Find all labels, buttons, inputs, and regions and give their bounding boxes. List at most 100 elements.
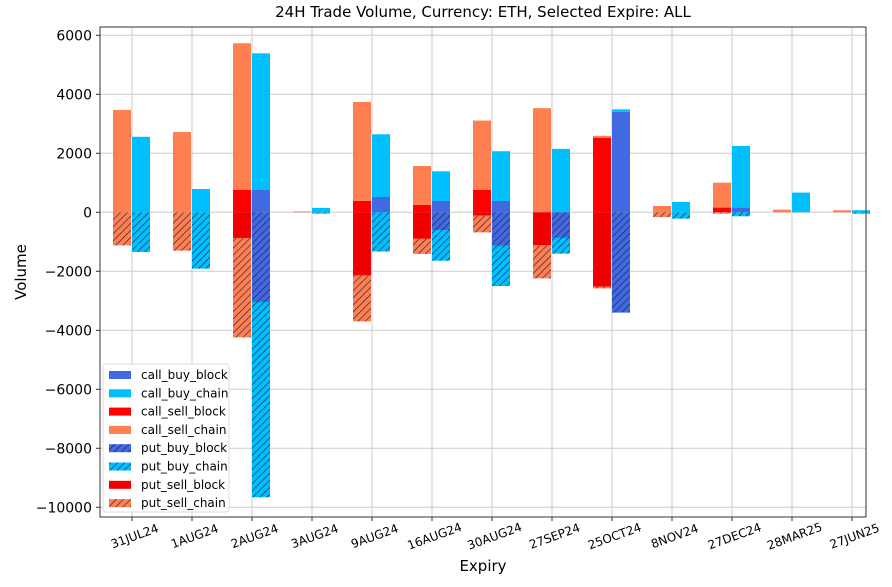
bar-call-buy-chain-27sep24 [552, 148, 570, 213]
bar-call-buy-chain-2aug24 [252, 53, 270, 190]
bar-put-sell-block-27sep24 [533, 212, 551, 246]
x-tick-label: 2AUG24 [229, 521, 280, 551]
bar-call-sell-chain-8nov24 [653, 205, 671, 213]
bar-call-sell-block-16aug24 [413, 204, 431, 213]
bar-call-sell-block-25oct24 [593, 137, 611, 213]
legend-swatch-put-sell-block [109, 480, 131, 489]
bar-call-sell-chain-27dec24 [713, 182, 731, 208]
x-tick-label: 30AUG24 [466, 520, 524, 553]
legend: call_buy_block call_buy_chain call_sell_bl… [102, 363, 230, 513]
legend-label: put_buy_chain [141, 460, 228, 474]
y-tick-label: 4000 [56, 87, 92, 103]
bar-put-sell-chain-25oct24-hatch [593, 286, 611, 289]
bar-put-sell-block-30aug24 [473, 212, 491, 216]
y-axis: 6000 4000 2000 0 −2000 −4000 −6000 −8000 −10000 [36, 28, 100, 516]
bar-put-buy-chain-8nov24-hatch [672, 212, 690, 219]
x-tick-label: 27JUN25 [828, 521, 882, 552]
bar-put-buy-block-16aug24-hatch [432, 212, 450, 230]
bar-put-buy-chain-27jun25-hatch [852, 212, 870, 214]
bar-call-sell-block-30aug24 [473, 189, 491, 213]
bar-put-sell-block-25oct24 [593, 212, 611, 287]
y-tick-label: −6000 [45, 382, 92, 398]
bar-put-sell-chain-31jul24-hatch [113, 212, 131, 246]
legend-swatch-call-sell-chain [109, 425, 131, 434]
bar-call-buy-chain-30aug24 [492, 151, 510, 201]
x-tick-label: 16AUG24 [406, 520, 464, 553]
x-tick-label: 27SEP24 [527, 521, 582, 552]
y-tick-label: 6000 [56, 28, 92, 44]
bar-call-sell-chain-3aug24 [293, 211, 311, 213]
legend-label: call_sell_block [141, 405, 226, 419]
bar-call-sell-chain-27sep24 [533, 108, 551, 213]
bar-call-buy-chain-8nov24 [672, 201, 690, 213]
legend-label: put_sell_block [141, 478, 225, 492]
legend-label: put_buy_block [141, 441, 227, 455]
bar-put-sell-chain-27dec24-hatch [713, 212, 731, 214]
bar-put-buy-chain-30aug24-hatch [492, 245, 510, 287]
bar-call-sell-chain-30aug24 [473, 120, 491, 190]
bar-put-sell-chain-2aug24-hatch [233, 237, 251, 338]
y-tick-label: 2000 [56, 146, 92, 162]
legend-swatch-hatch [109, 499, 131, 508]
bar-put-buy-block-30aug24-hatch [492, 212, 510, 246]
y-tick-label: 0 [83, 205, 92, 221]
bar-put-buy-chain-27dec24-hatch [732, 212, 750, 217]
bar-call-buy-chain-1aug24 [192, 188, 210, 213]
legend-box [102, 363, 230, 513]
bar-put-buy-chain-31jul24-hatch [132, 212, 150, 252]
bar-put-sell-block-2aug24 [233, 212, 251, 238]
bar-call-buy-chain-9aug24 [372, 134, 390, 197]
y-tick-label: −2000 [45, 264, 92, 280]
bar-call-buy-block-30aug24 [492, 200, 510, 213]
bar-call-buy-chain-28mar25 [792, 192, 810, 213]
bar-call-buy-block-25oct24 [612, 111, 630, 213]
bar-put-sell-chain-30aug24-hatch [473, 215, 491, 233]
bar-call-buy-chain-27dec24 [732, 145, 750, 208]
bar-put-buy-block-27sep24-hatch [552, 212, 570, 238]
bar-call-sell-chain-16aug24 [413, 165, 431, 205]
bar-call-buy-block-16aug24 [432, 200, 450, 213]
bar-put-buy-block-25oct24-hatch [612, 212, 630, 313]
x-tick-label: 8NOV24 [649, 521, 700, 551]
bar-put-buy-chain-9aug24-hatch [372, 212, 390, 252]
bar-put-sell-chain-1aug24-hatch [173, 212, 191, 251]
bar-call-buy-block-9aug24 [372, 196, 390, 213]
bar-call-sell-chain-9aug24 [353, 101, 371, 201]
legend-swatch-call-buy-block [109, 371, 131, 379]
bar-call-sell-block-9aug24 [353, 200, 371, 213]
bar-put-sell-block-16aug24 [413, 212, 431, 239]
y-tick-label: −8000 [45, 441, 92, 457]
bar-call-buy-chain-25oct24 [612, 109, 630, 112]
legend-label: call_buy_block [141, 368, 228, 382]
bar-put-sell-chain-27sep24-hatch [533, 245, 551, 279]
bar-call-buy-chain-3aug24 [312, 207, 330, 213]
x-tick-label: 9AUG24 [349, 521, 400, 551]
x-axis: 31JUL24 1AUG24 2AUG24 3AUG24 9AUG24 16AUG24 30… [109, 517, 881, 553]
y-axis-label: Volume [12, 244, 30, 300]
chart-title: 24H Trade Volume, Currency: ETH, Selecte… [275, 3, 691, 21]
y-tick-label: −10000 [36, 500, 92, 516]
bar-call-buy-block-2aug24 [252, 189, 270, 213]
legend-label: call_buy_chain [141, 386, 228, 400]
bar-call-sell-block-2aug24 [233, 189, 251, 213]
bar-call-sell-chain-25oct24 [593, 135, 611, 138]
bar-put-buy-chain-2aug24-hatch [252, 301, 270, 498]
bar-call-buy-chain-27jun25 [852, 210, 870, 213]
x-tick-label: 27DEC24 [706, 520, 763, 552]
legend-swatch-call-sell-block [109, 407, 131, 416]
bars [113, 43, 870, 498]
legend-swatch-hatch [109, 462, 131, 471]
legend-label: put_sell_chain [141, 496, 226, 510]
bar-call-sell-block-27dec24 [713, 207, 731, 213]
bar-put-buy-chain-16aug24-hatch [432, 230, 450, 261]
x-tick-label: 28MAR25 [765, 520, 824, 553]
legend-label: call_sell_chain [141, 423, 226, 437]
bar-put-sell-block-9aug24 [353, 212, 371, 276]
plot-frame [99, 26, 867, 518]
bar-call-sell-chain-27jun25 [833, 210, 851, 213]
bar-call-sell-chain-1aug24 [173, 132, 191, 213]
bar-call-sell-chain-28mar25 [773, 209, 791, 213]
bar-put-buy-chain-3aug24-hatch [312, 212, 330, 214]
